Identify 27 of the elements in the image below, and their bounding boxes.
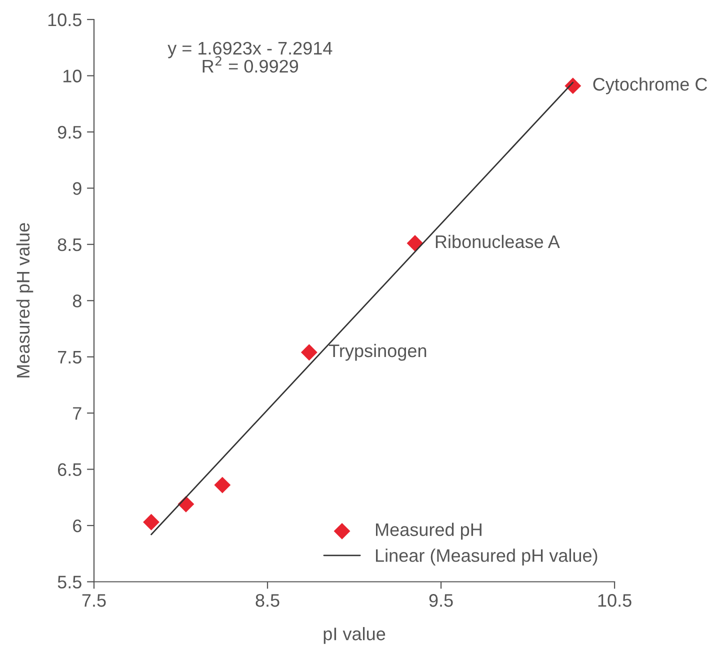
y-tick-label: 7.5 bbox=[58, 350, 82, 364]
x-axis-title: pI value bbox=[324, 627, 386, 644]
annotation: y = 1.6923x - 7.2914 R$^{2}$ = 0.9929 bbox=[168, 42, 332, 73]
annotation: Ribonuclease A bbox=[436, 234, 560, 248]
y-tick-label: 8 bbox=[72, 294, 82, 308]
annotation: Cytochrome C bbox=[593, 77, 708, 94]
x-tick-label: 10.5 bbox=[598, 594, 632, 607]
y-tick-label: 6 bbox=[73, 519, 82, 532]
y-axis-title: Measured pH value bbox=[16, 223, 34, 378]
y-tick-label: 8.5 bbox=[58, 238, 82, 252]
legend-label: Measured pH bbox=[376, 522, 482, 540]
x-tick-label: 7.5 bbox=[82, 594, 106, 607]
y-tick-label: 9 bbox=[72, 182, 82, 195]
y-tick-label: 9.5 bbox=[58, 126, 82, 139]
x-tick-label: 9.5 bbox=[429, 594, 453, 607]
y-tick-label: 10.5 bbox=[48, 13, 82, 26]
y-tick-label: 6.5 bbox=[58, 463, 82, 476]
point bbox=[406, 235, 424, 252]
y-tick-label: 7 bbox=[73, 407, 82, 420]
y-tick-label: 5.5 bbox=[58, 576, 82, 588]
x-tick-label: 8.5 bbox=[256, 594, 280, 607]
legend-label: Linear (Measured pH value) bbox=[376, 548, 598, 566]
annotation: Trypsinogen bbox=[329, 344, 426, 361]
point bbox=[300, 344, 318, 361]
point bbox=[214, 476, 231, 494]
y-tick-label: 10 bbox=[63, 70, 82, 82]
point bbox=[143, 514, 160, 530]
